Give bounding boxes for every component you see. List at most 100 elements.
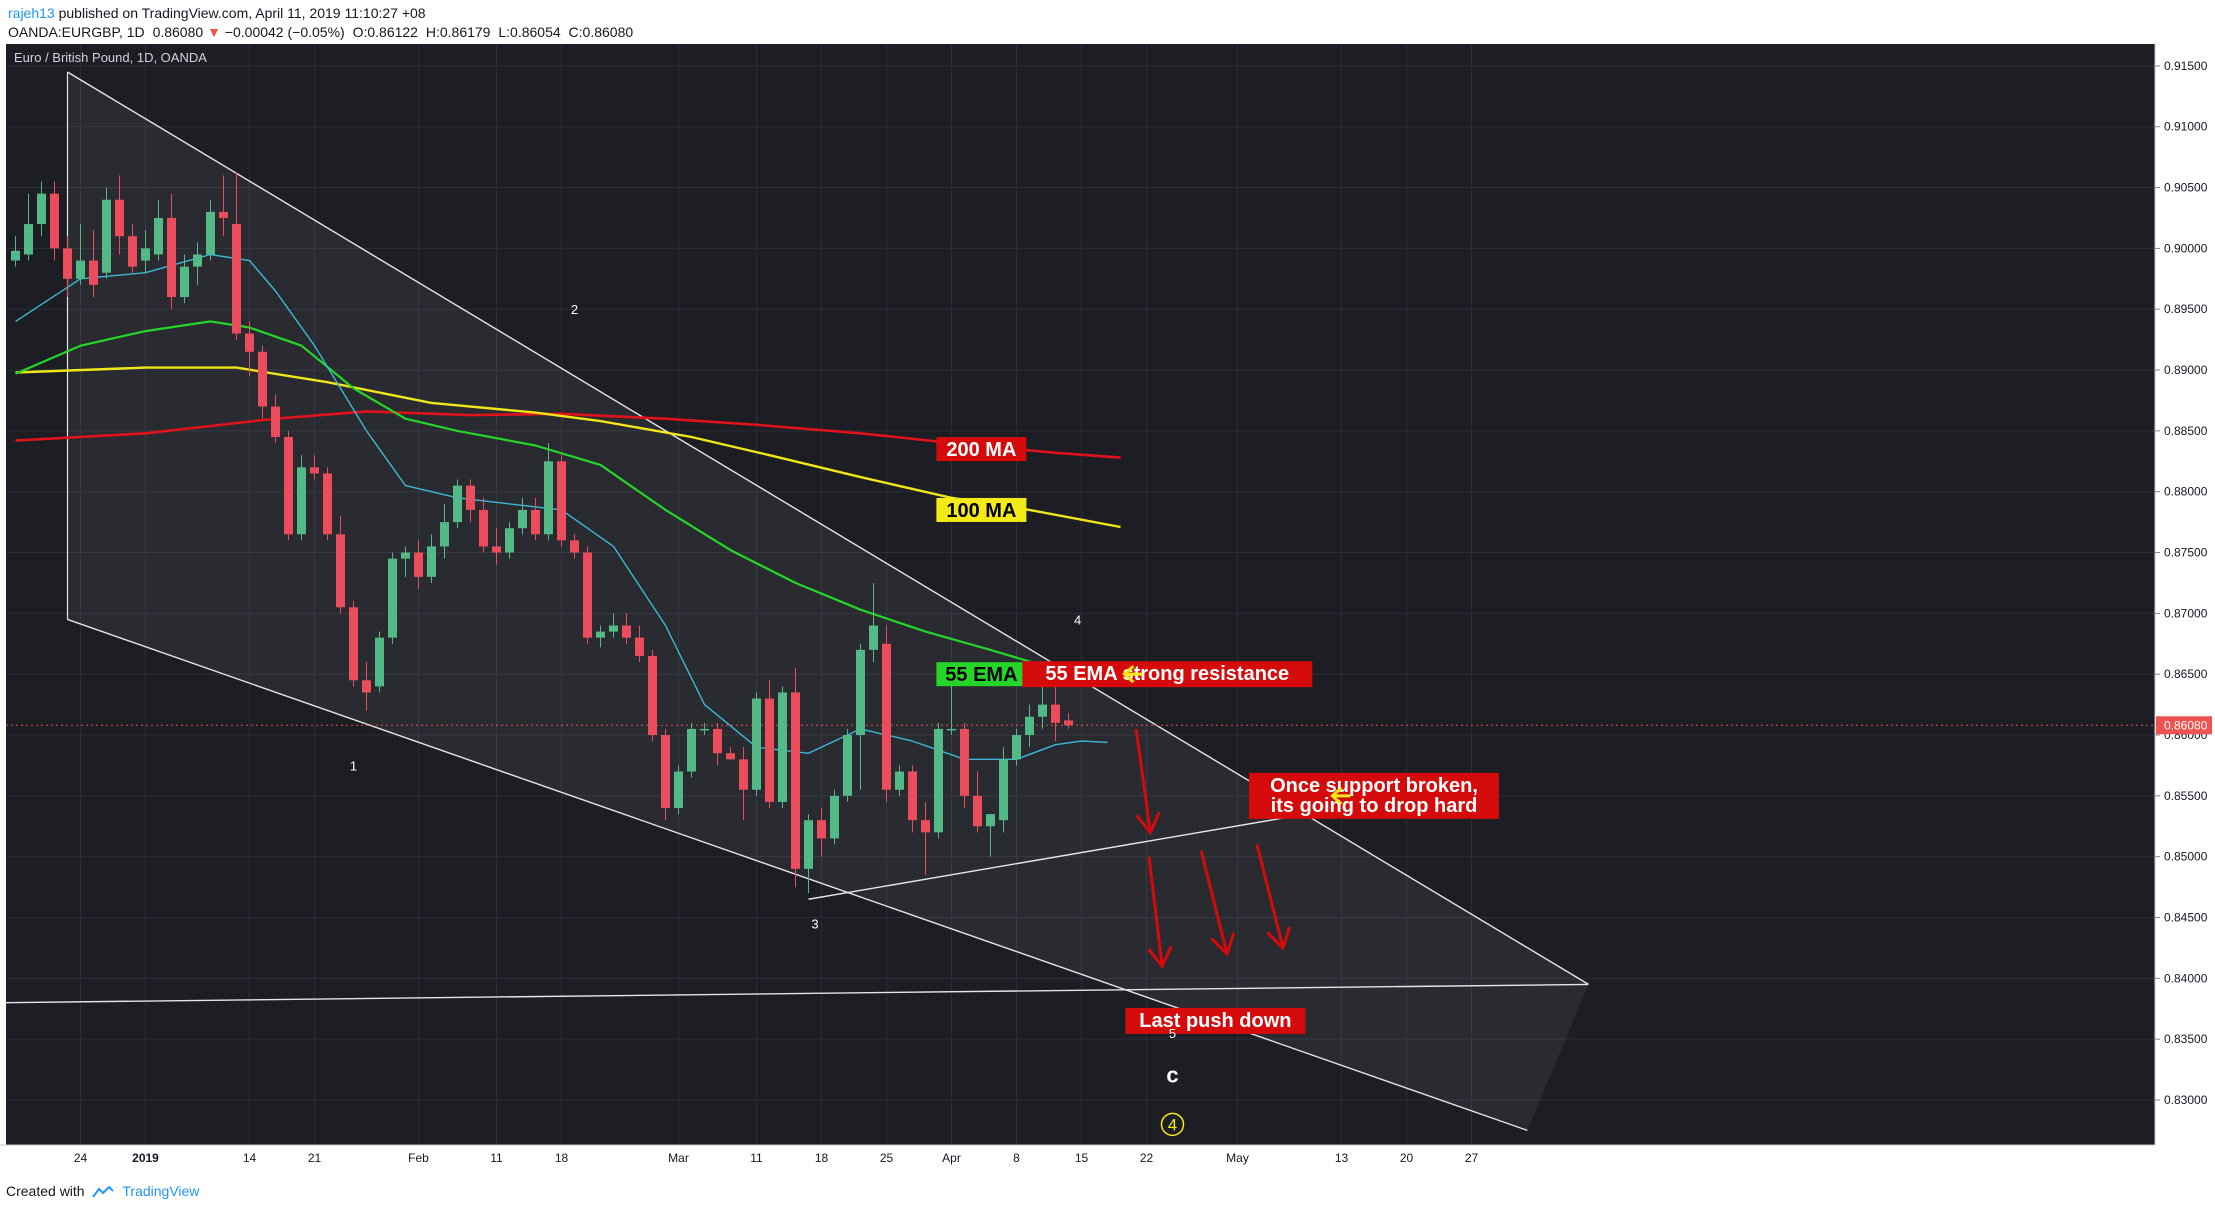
price-tick-label: 0.85000 bbox=[2164, 850, 2208, 864]
candle-body bbox=[258, 351, 267, 407]
price-axis: 0.91500 0.91000 0.90500 0.90000 0.89500 0.890… bbox=[2154, 42, 2212, 1145]
candle-body bbox=[804, 820, 813, 869]
candle bbox=[362, 662, 371, 711]
candle bbox=[232, 172, 241, 340]
time-tick-label: 11 bbox=[490, 1151, 503, 1165]
candle bbox=[583, 546, 592, 644]
candle bbox=[765, 680, 774, 809]
candle-body bbox=[674, 771, 683, 809]
candle-body bbox=[609, 625, 618, 632]
candle-body bbox=[700, 728, 709, 731]
wave-label-circled: 4 bbox=[1168, 1115, 1177, 1134]
candle-body bbox=[388, 558, 397, 638]
candle bbox=[999, 747, 1008, 833]
candle-body bbox=[219, 211, 228, 218]
candle bbox=[934, 722, 943, 839]
candle bbox=[24, 193, 33, 261]
candle-body bbox=[297, 467, 306, 535]
candle-body bbox=[557, 461, 566, 541]
candle bbox=[544, 443, 553, 541]
candle-body bbox=[63, 248, 72, 279]
time-tick-label: 27 bbox=[1465, 1151, 1479, 1165]
candle bbox=[284, 430, 293, 541]
resistance-callout-box bbox=[1022, 661, 1313, 688]
arrow-head bbox=[1330, 786, 1343, 805]
candle bbox=[206, 199, 215, 261]
candle bbox=[817, 808, 826, 857]
arrow-head bbox=[1135, 811, 1161, 836]
close-label: C: bbox=[568, 24, 583, 40]
publisher-user[interactable]: rajeh13 bbox=[8, 5, 55, 21]
candle-body bbox=[284, 436, 293, 535]
candle-body bbox=[180, 266, 189, 298]
last-push-callout-text: Last push down bbox=[1139, 1010, 1291, 1032]
candle-body bbox=[375, 637, 384, 687]
time-tick-label: 24 bbox=[74, 1151, 88, 1165]
ema-fast-line bbox=[15, 253, 1108, 760]
candle-body bbox=[596, 631, 605, 638]
candle-body bbox=[791, 692, 800, 869]
price-tick-label: 0.89000 bbox=[2164, 363, 2208, 377]
candle bbox=[115, 175, 124, 255]
candle bbox=[843, 728, 852, 802]
candle bbox=[11, 236, 20, 267]
candle-body bbox=[1012, 735, 1021, 760]
candles bbox=[11, 172, 1073, 894]
time-tick-label: 2019 bbox=[132, 1151, 159, 1165]
ema55-label: 55 EMA bbox=[936, 662, 1027, 687]
arrow-head bbox=[1147, 945, 1173, 970]
candle bbox=[518, 497, 527, 535]
candle bbox=[687, 722, 696, 778]
candle bbox=[804, 814, 813, 894]
price-tick-label: 0.85500 bbox=[2164, 789, 2208, 803]
wave-label: 2 bbox=[571, 302, 578, 317]
ma100-label-box bbox=[936, 497, 1027, 522]
candle-body bbox=[830, 795, 839, 839]
price-change: −0.00042 (−0.05%) bbox=[224, 24, 345, 40]
candle-body bbox=[921, 820, 930, 833]
candle-body bbox=[739, 759, 748, 790]
candle bbox=[609, 613, 618, 638]
candle-body bbox=[1051, 704, 1060, 723]
arrow-shaft bbox=[1255, 844, 1285, 949]
channel-lower-line bbox=[67, 618, 1528, 1132]
wave-label: 5 bbox=[1169, 1026, 1176, 1041]
last-price-tag-box bbox=[2156, 716, 2212, 735]
candle-body bbox=[765, 698, 774, 802]
price-tick-label: 0.84000 bbox=[2164, 971, 2208, 985]
candle-body bbox=[895, 771, 904, 790]
high-label: H: bbox=[425, 24, 440, 40]
candle-body bbox=[1025, 716, 1034, 736]
candle-body bbox=[154, 217, 163, 255]
tradingview-logo-icon bbox=[92, 1185, 115, 1198]
arrow-shaft bbox=[1199, 850, 1229, 955]
candle bbox=[700, 722, 709, 736]
yellow-left-arrow-icon bbox=[1122, 665, 1143, 684]
candle bbox=[921, 801, 930, 875]
candle-body bbox=[713, 728, 722, 754]
time-tick-label: May bbox=[1226, 1151, 1249, 1165]
channel-upper-line bbox=[67, 71, 1589, 986]
candle bbox=[492, 528, 501, 565]
down-arrow-icon: ▼ bbox=[207, 24, 221, 40]
candle-body bbox=[882, 643, 891, 790]
red-down-arrow-icon bbox=[1134, 728, 1161, 836]
candle bbox=[622, 613, 631, 644]
wave-label: 1 bbox=[350, 758, 357, 773]
time-tick-label: 25 bbox=[880, 1151, 894, 1165]
yellow-left-arrow-icon bbox=[1330, 786, 1351, 805]
candle-body bbox=[856, 649, 865, 736]
tradingview-brand[interactable]: TradingView bbox=[122, 1183, 200, 1199]
chart-header: rajeh13 published on TradingView.com, Ap… bbox=[8, 3, 2208, 43]
candle bbox=[193, 242, 202, 285]
candle-body bbox=[310, 467, 319, 474]
time-tick-label: 22 bbox=[1140, 1151, 1154, 1165]
time-tick-label: Mar bbox=[668, 1151, 689, 1165]
candle-body bbox=[1038, 704, 1047, 717]
wave-label: 3 bbox=[811, 917, 818, 932]
candlestick-chart[interactable]: 200 MA 100 MA 55 EMA 55 EMA strong resistan… bbox=[0, 42, 2215, 1182]
price-tick-label: 0.91500 bbox=[2164, 59, 2208, 73]
candle bbox=[128, 224, 137, 273]
chart-area[interactable]: 200 MA 100 MA 55 EMA 55 EMA strong resistan… bbox=[0, 42, 2215, 1182]
candle bbox=[310, 455, 319, 480]
